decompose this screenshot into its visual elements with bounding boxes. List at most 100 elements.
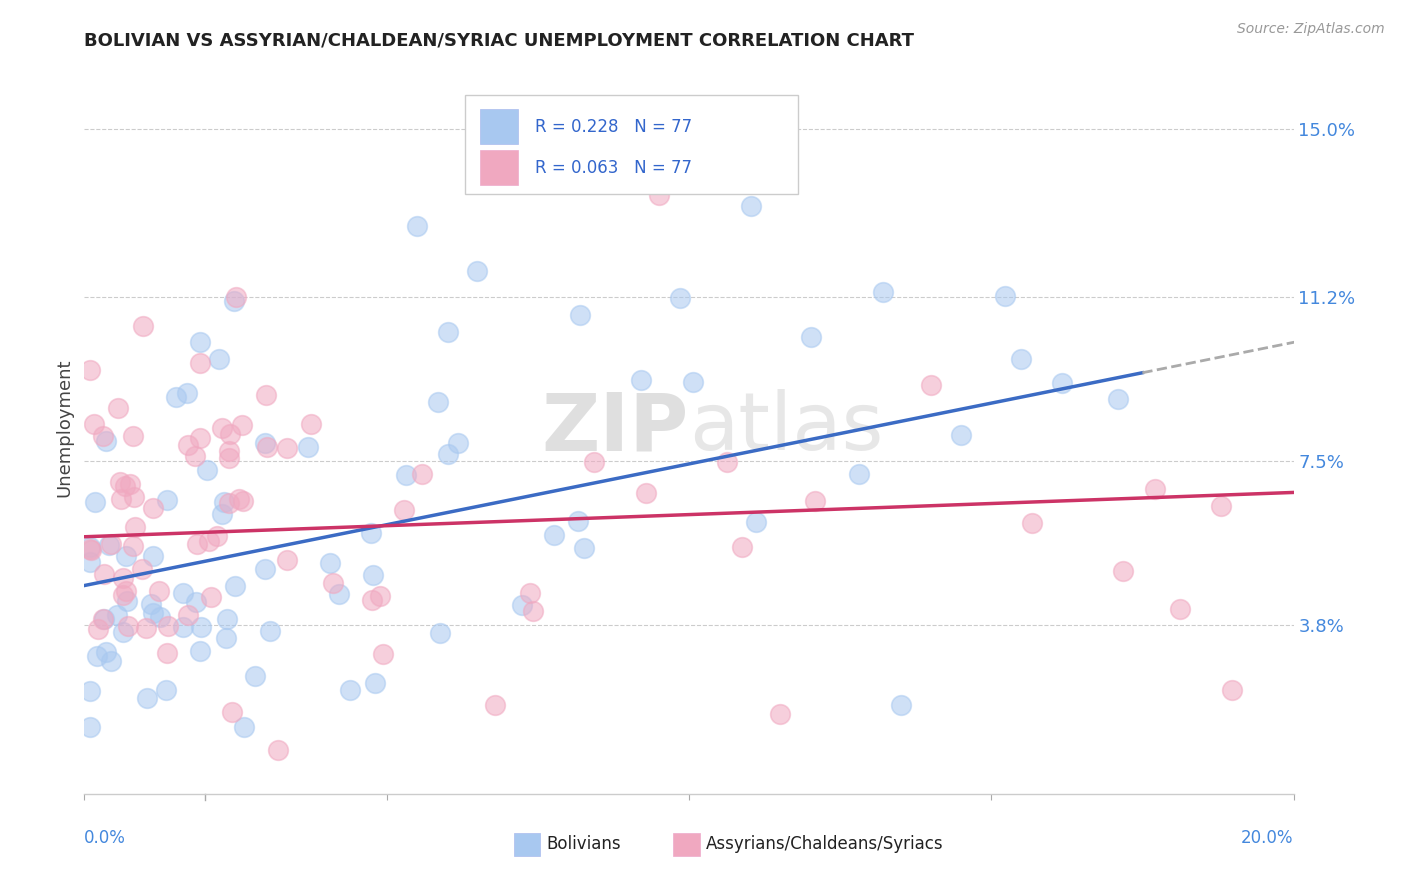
Point <box>165 390 187 404</box>
Point <box>259 624 281 639</box>
Point <box>243 669 266 683</box>
Point <box>543 528 565 542</box>
Point <box>208 351 231 366</box>
Point <box>79 362 101 376</box>
Point <box>93 567 115 582</box>
Point <box>132 319 155 334</box>
Point <box>1209 499 1232 513</box>
Point <box>231 418 253 433</box>
Point <box>79 684 101 698</box>
Point <box>254 388 277 402</box>
Point <box>648 188 671 202</box>
Point <box>572 541 595 555</box>
Point <box>215 631 238 645</box>
Point <box>177 438 200 452</box>
Point <box>436 325 458 339</box>
Point <box>1107 392 1129 407</box>
Point <box>107 401 129 415</box>
Point <box>141 597 163 611</box>
Point <box>1011 352 1033 367</box>
Point <box>224 579 246 593</box>
Point <box>221 705 243 719</box>
Point <box>157 619 180 633</box>
Point <box>1168 602 1191 616</box>
Point <box>188 644 211 658</box>
Text: R = 0.063   N = 77: R = 0.063 N = 77 <box>536 159 692 177</box>
Point <box>148 584 170 599</box>
Point <box>218 496 240 510</box>
Point <box>256 440 278 454</box>
Point <box>83 417 105 431</box>
Point <box>1222 683 1244 698</box>
Point <box>319 557 342 571</box>
Point <box>172 586 194 600</box>
Point <box>122 490 145 504</box>
Text: 0.0%: 0.0% <box>84 829 127 847</box>
Point <box>744 515 766 529</box>
Point <box>1143 482 1166 496</box>
Point <box>253 562 276 576</box>
Point <box>105 608 128 623</box>
Point <box>112 588 135 602</box>
Point <box>195 462 218 476</box>
Point <box>94 434 117 449</box>
Point <box>111 624 134 639</box>
Point <box>254 436 277 450</box>
Point <box>228 491 250 506</box>
Point <box>322 575 344 590</box>
Point <box>120 477 142 491</box>
Point <box>411 467 433 481</box>
Point <box>79 542 101 557</box>
Point <box>682 375 704 389</box>
Point <box>510 598 533 612</box>
Point <box>276 553 298 567</box>
Point <box>186 537 208 551</box>
Point <box>232 720 254 734</box>
Point <box>522 604 544 618</box>
Point <box>86 622 108 636</box>
Point <box>994 289 1017 303</box>
Point <box>96 645 118 659</box>
Text: atlas: atlas <box>689 389 883 467</box>
Point <box>668 291 690 305</box>
Point <box>890 698 912 713</box>
Point <box>124 520 146 534</box>
Point <box>211 421 233 435</box>
Text: R = 0.228   N = 77: R = 0.228 N = 77 <box>536 118 693 136</box>
Point <box>100 537 122 551</box>
Point <box>267 742 290 756</box>
Point <box>136 691 159 706</box>
Point <box>86 649 108 664</box>
Point <box>115 594 138 608</box>
Point <box>93 612 115 626</box>
Point <box>636 486 658 500</box>
Point <box>198 534 221 549</box>
Point <box>225 290 247 304</box>
Point <box>297 440 319 454</box>
Point <box>804 493 827 508</box>
Point <box>328 587 350 601</box>
Point <box>730 541 752 555</box>
Point <box>93 611 115 625</box>
Point <box>484 698 506 713</box>
Point <box>224 293 246 308</box>
Point <box>214 494 236 508</box>
Point <box>135 621 157 635</box>
Point <box>232 493 254 508</box>
Point <box>630 373 652 387</box>
Point <box>371 648 394 662</box>
Point <box>177 607 200 622</box>
Text: ZIP: ZIP <box>541 389 689 467</box>
Point <box>218 450 240 465</box>
Point <box>848 467 870 482</box>
Point <box>121 429 143 443</box>
Point <box>1112 564 1135 578</box>
Point <box>567 514 589 528</box>
Bar <box>513 832 540 856</box>
Point <box>79 555 101 569</box>
Point <box>80 543 103 558</box>
Point <box>299 417 322 432</box>
Point <box>215 612 238 626</box>
Point <box>429 625 451 640</box>
Point <box>156 492 179 507</box>
